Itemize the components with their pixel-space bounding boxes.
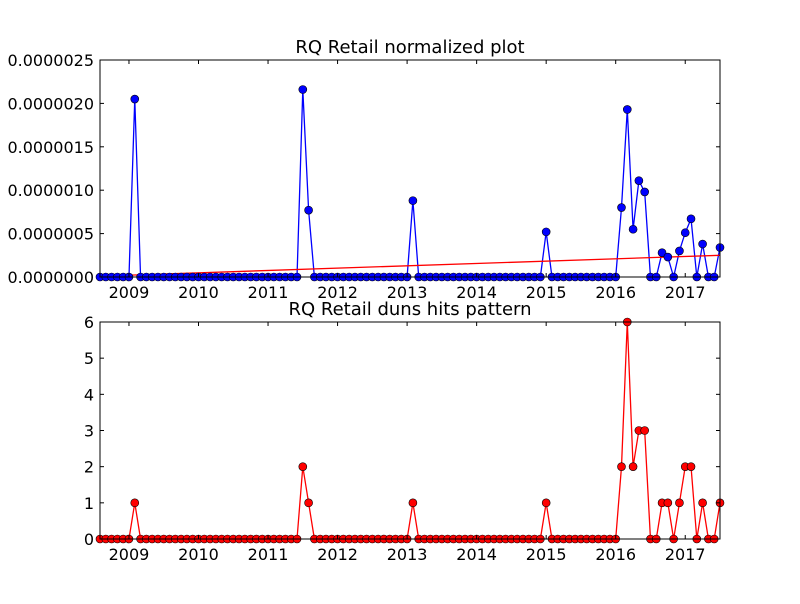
y-tick-label: 0 bbox=[84, 530, 94, 549]
chart-title: RQ Retail normalized plot bbox=[295, 37, 524, 58]
x-tick-label: 2015 bbox=[526, 283, 567, 302]
data-point bbox=[686, 462, 696, 471]
y-tick-label: 0.0000010 bbox=[7, 181, 94, 200]
data-point bbox=[640, 426, 649, 435]
y-tick-label: 2 bbox=[84, 458, 94, 477]
data-point bbox=[634, 176, 644, 185]
data-point bbox=[675, 246, 684, 256]
plot-frame bbox=[99, 59, 721, 278]
data-point bbox=[304, 205, 313, 215]
data-point bbox=[640, 187, 649, 197]
y-tick-label: 0.0000005 bbox=[7, 225, 94, 244]
data-point bbox=[541, 498, 551, 508]
data-point bbox=[675, 498, 684, 508]
y-tick-label: 6 bbox=[84, 313, 94, 332]
data-point bbox=[686, 214, 696, 224]
data-point bbox=[130, 94, 140, 104]
x-tick-label: 2013 bbox=[387, 545, 428, 564]
x-tick-label: 2013 bbox=[387, 283, 428, 302]
y-tick-label: 0.0000000 bbox=[7, 268, 94, 287]
data-point bbox=[408, 498, 418, 508]
chart-panel-2: RQ Retail duns hits pattern 0 1 2 3 4 5 6 2009 20… bbox=[84, 299, 725, 564]
x-tick-label: 2014 bbox=[456, 283, 497, 302]
trend-line bbox=[99, 254, 721, 277]
x-tick-label: 2011 bbox=[248, 283, 289, 302]
data-point bbox=[698, 239, 707, 249]
x-tick-label: 2017 bbox=[665, 545, 706, 564]
y-tick-label: 1 bbox=[84, 494, 94, 513]
y-tick-label: 5 bbox=[84, 349, 94, 368]
chart-title: RQ Retail duns hits pattern bbox=[288, 299, 531, 320]
y-tick-label: 3 bbox=[84, 422, 94, 441]
x-tick-label: 2016 bbox=[595, 545, 636, 564]
data-point bbox=[657, 248, 667, 257]
x-tick-label: 2010 bbox=[178, 283, 219, 302]
y-tick-label: 0.0000015 bbox=[7, 138, 94, 157]
data-point bbox=[617, 203, 626, 212]
data-point bbox=[698, 498, 707, 508]
x-tick-label: 2014 bbox=[456, 545, 497, 564]
x-tick-label: 2009 bbox=[109, 283, 150, 302]
data-point bbox=[617, 462, 626, 471]
y-tick-label: 0.0000025 bbox=[7, 51, 94, 70]
data-point bbox=[541, 227, 551, 237]
data-point bbox=[622, 105, 632, 114]
x-tick-label: 2015 bbox=[526, 545, 567, 564]
x-tick-label: 2016 bbox=[595, 283, 636, 302]
x-tick-label: 2010 bbox=[178, 545, 219, 564]
data-point bbox=[130, 498, 140, 508]
series-line bbox=[100, 89, 721, 278]
data-point bbox=[298, 85, 308, 94]
plot-frame bbox=[99, 321, 721, 540]
series-line bbox=[100, 321, 721, 540]
chart-panel-1: RQ Retail normalized plot 0.0000000 0.0000… bbox=[7, 37, 725, 302]
x-tick-label: 2009 bbox=[109, 545, 150, 564]
x-tick-label: 2011 bbox=[248, 545, 289, 564]
y-tick-label: 0.0000020 bbox=[7, 94, 94, 113]
x-tick-label: 2012 bbox=[317, 545, 358, 564]
data-point bbox=[408, 196, 418, 205]
data-point bbox=[304, 498, 313, 508]
x-tick-label: 2017 bbox=[665, 283, 706, 302]
data-point bbox=[628, 224, 638, 234]
data-point bbox=[663, 498, 673, 508]
data-point bbox=[680, 228, 690, 238]
data-point bbox=[628, 462, 638, 471]
y-tick-label: 4 bbox=[84, 385, 94, 404]
x-tick-label: 2012 bbox=[317, 283, 358, 302]
data-point bbox=[663, 252, 673, 262]
data-point bbox=[298, 462, 308, 471]
